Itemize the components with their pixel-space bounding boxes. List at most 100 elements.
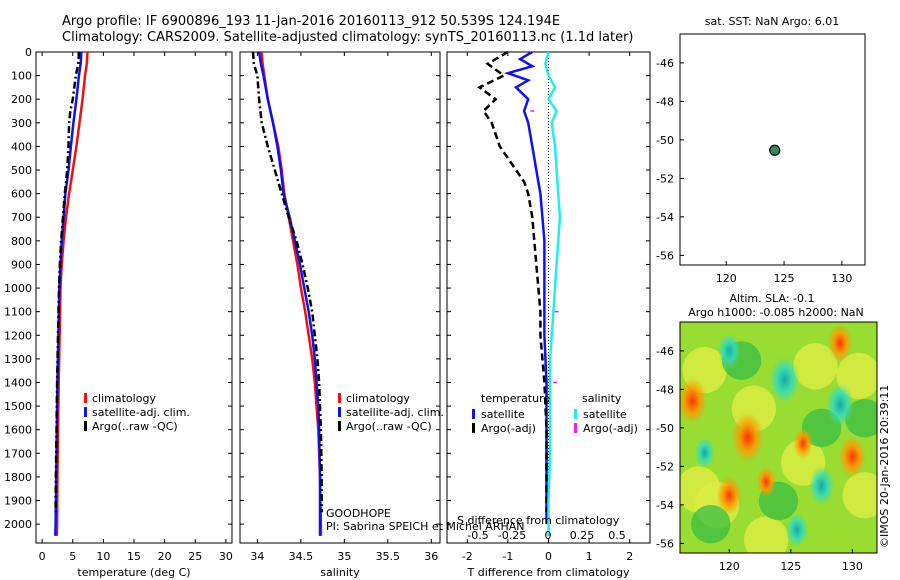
- y-tick-label: 100: [11, 70, 32, 83]
- salinity-xlabel: salinity: [320, 566, 360, 579]
- x-tick-label: 125: [774, 272, 795, 285]
- temperature-frame: [35, 51, 233, 544]
- series-satellite-adj-clim--line: [257, 51, 322, 536]
- heatmap-anomaly-high: [756, 466, 777, 498]
- legend-title-salinity: salinity: [582, 392, 622, 405]
- x-tick-label: 34: [250, 550, 264, 563]
- x-tick-label: 36: [424, 550, 438, 563]
- legend-label: satellite: [481, 408, 525, 421]
- y-tick-label: -46: [656, 57, 674, 70]
- heatmap-green-patch: [691, 504, 731, 544]
- x-tick-label: -1: [502, 550, 513, 563]
- legend-label: satellite: [583, 408, 627, 421]
- x-tick2-label: -0.25: [498, 529, 526, 542]
- legend-swatch: [338, 407, 341, 417]
- series-satellite-line: [503, 50, 548, 525]
- x-tick-label: 125: [780, 560, 801, 573]
- legend-swatch: [472, 423, 475, 433]
- legend-label: climatology: [92, 392, 156, 405]
- legend-label: satellite-adj. clim.: [92, 406, 190, 419]
- y-tick-label: 1100: [4, 306, 32, 319]
- y-tick-label: -56: [656, 537, 674, 550]
- x-tick-label: 5: [69, 550, 76, 563]
- legend-swatch: [84, 407, 87, 417]
- y-tick-label: -56: [656, 249, 674, 262]
- heatmap-anomaly-high: [716, 476, 742, 515]
- legend-label: Argo(-adj): [481, 422, 536, 435]
- y-tick-label: -52: [656, 460, 674, 473]
- x-tick2-label: 0.5: [608, 529, 626, 542]
- y-tick-label: 1900: [4, 495, 32, 508]
- heatmap-anomaly-high: [731, 412, 764, 463]
- x-tick-label: 10: [96, 550, 110, 563]
- y-tick-label: -46: [656, 345, 674, 358]
- y-tick-label: -48: [656, 383, 674, 396]
- x-tick-label: 120: [716, 272, 737, 285]
- series-satellite-line: [544, 51, 562, 536]
- legend-swatch: [84, 393, 87, 403]
- y-tick-label: 1400: [4, 376, 32, 389]
- goodhope-label: GOODHOPE: [326, 507, 391, 520]
- y-tick-label: 600: [11, 188, 32, 201]
- heatmap-anomaly-high: [793, 427, 813, 459]
- profile-title: Argo profile: IF 6900896_193 11-Jan-2016…: [62, 14, 561, 29]
- position-map-panel: [679, 33, 866, 266]
- series-climatology-line: [260, 51, 323, 536]
- climatology-subtitle: Climatology: CARS2009. Satellite-adjuste…: [62, 30, 634, 45]
- y-tick-label: 1500: [4, 400, 32, 413]
- y-tick-label: -50: [656, 422, 674, 435]
- x-tick-label: 34.5: [289, 550, 314, 563]
- legend-swatch: [338, 393, 341, 403]
- y-tick-label: -54: [656, 211, 674, 224]
- salinity-frame: [239, 51, 441, 544]
- sst-title: sat. SST: NaN Argo: 6.01: [705, 15, 839, 28]
- difference-xlabel2: S difference from climatology: [457, 514, 620, 527]
- heatmap-yellow-patch: [842, 472, 877, 519]
- temperature-panel: [35, 51, 233, 544]
- legend-swatch: [574, 423, 577, 433]
- y-tick-label: 1300: [4, 353, 32, 366]
- series-argo-adj--line: [477, 50, 548, 513]
- legend-swatch: [472, 409, 475, 419]
- y-tick-label: 800: [11, 235, 32, 248]
- y-tick-label: -54: [656, 499, 674, 512]
- heatmap-anomaly-low: [809, 466, 834, 505]
- heatmap-anomaly-high: [827, 323, 853, 363]
- x-tick2-label: 0.25: [570, 529, 595, 542]
- heatmap-anomaly-high: [838, 435, 866, 478]
- x-tick-label: 2: [626, 550, 633, 563]
- y-tick-label: 200: [11, 93, 32, 106]
- heatmap-anomaly-low: [785, 512, 809, 548]
- pi-label: PI: Sabrina SPEICH et Michel ARHAN: [326, 520, 525, 533]
- x-tick-label: 120: [719, 560, 740, 573]
- heatmap-anomaly-low: [718, 333, 741, 369]
- heatmap-anomaly-high: [680, 377, 708, 425]
- y-tick-label: 300: [11, 117, 32, 130]
- y-tick-label: 900: [11, 258, 32, 271]
- legend-swatch: [574, 409, 577, 419]
- x-tick-label: 20: [158, 550, 172, 563]
- y-tick-label: 1700: [4, 447, 32, 460]
- x-tick-label: 1: [586, 550, 593, 563]
- legend-swatch: [84, 421, 87, 431]
- series-argo-raw-qc--line: [251, 51, 323, 513]
- x-tick-label: -2: [462, 550, 473, 563]
- heatmap-anomaly-low: [694, 437, 715, 469]
- legend-label: Argo(..raw -QC): [92, 420, 178, 433]
- y-tick-label: -48: [656, 95, 674, 108]
- x-tick-label: 25: [188, 550, 202, 563]
- legend-label: satellite-adj. clim.: [346, 406, 444, 419]
- x-tick2-label: -0.5: [467, 529, 488, 542]
- y-tick-label: 700: [11, 211, 32, 224]
- series-argo-raw-qc--line: [54, 51, 81, 513]
- y-tick-label: 1600: [4, 424, 32, 437]
- map-frame: [679, 33, 866, 266]
- x-tick-label: 130: [842, 560, 863, 573]
- temperature-xlabel: temperature (deg C): [77, 566, 190, 579]
- legend-label: Argo(-adj): [583, 422, 638, 435]
- y-tick-label: 2000: [4, 518, 32, 531]
- sla-title: Altim. SLA: -0.1: [729, 292, 814, 305]
- legend-label: Argo(..raw -QC): [346, 420, 432, 433]
- heatmap-anomaly-low: [826, 383, 854, 426]
